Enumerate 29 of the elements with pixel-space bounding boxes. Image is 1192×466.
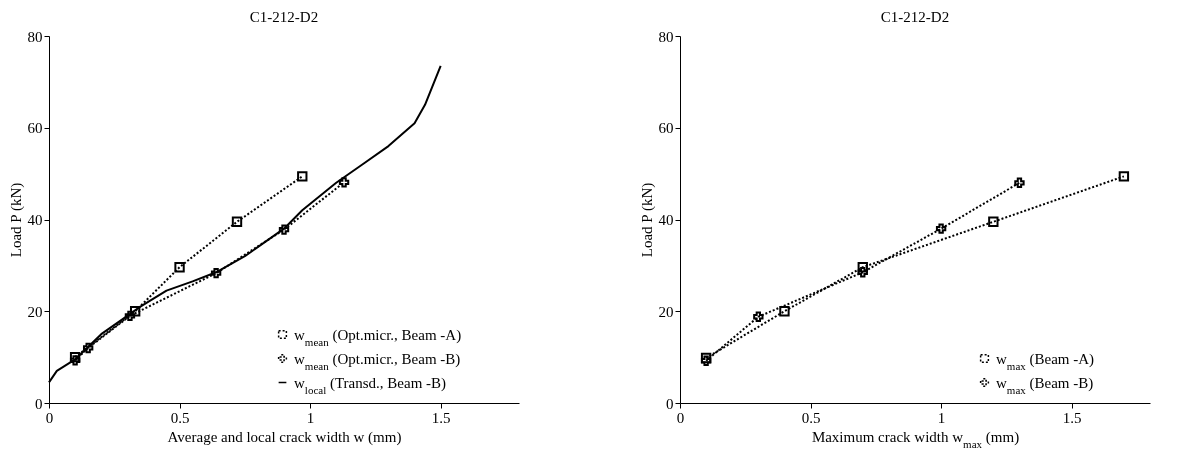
- y-tick-label: 80: [27, 28, 43, 45]
- y-tick-label: 60: [27, 120, 43, 137]
- y-tick-label: 20: [27, 303, 43, 320]
- y-axis-title: Load P (kN): [7, 182, 25, 258]
- x-tick-label: 1.5: [431, 409, 451, 426]
- y-tick-label: 40: [658, 212, 674, 228]
- x-axis-title: Average and local crack width w (mm): [167, 428, 402, 446]
- x-tick-label: 1: [306, 409, 315, 426]
- legend-label: w$_{mean}$ (Opt.micr., Beam -A): [294, 326, 462, 348]
- x-tick-label: 1.5: [1062, 409, 1082, 426]
- x-tick-label: 0.5: [170, 409, 190, 426]
- y-tick-label: 80: [658, 28, 674, 45]
- y-tick-label: 60: [658, 120, 674, 137]
- chart-title: C1-212-D2: [880, 9, 950, 25]
- chart-title: C1-212-D2: [249, 9, 319, 25]
- x-tick-label: 0.5: [801, 409, 821, 426]
- legend-label: w$_{max}$ (Beam -A): [996, 350, 1095, 372]
- y-tick-label: 0: [666, 395, 674, 412]
- y-tick-label: 0: [35, 395, 43, 412]
- x-tick-label: 0: [45, 409, 54, 426]
- x-tick-label: 1: [937, 409, 946, 426]
- legend-label: w$_{local}$ (Transd., Beam -B): [294, 374, 447, 396]
- y-axis-title: Load P (kN): [638, 182, 656, 258]
- legend-label: w$_{mean}$ (Opt.micr., Beam -B): [294, 350, 461, 372]
- x-tick-label: 0: [676, 409, 685, 426]
- x-axis-title: Maximum crack width w$_{max}$ (mm): [811, 428, 1020, 450]
- y-tick-label: 40: [27, 212, 43, 228]
- y-tick-label: 20: [658, 303, 674, 320]
- legend-label: w$_{max}$ (Beam -B): [996, 374, 1094, 396]
